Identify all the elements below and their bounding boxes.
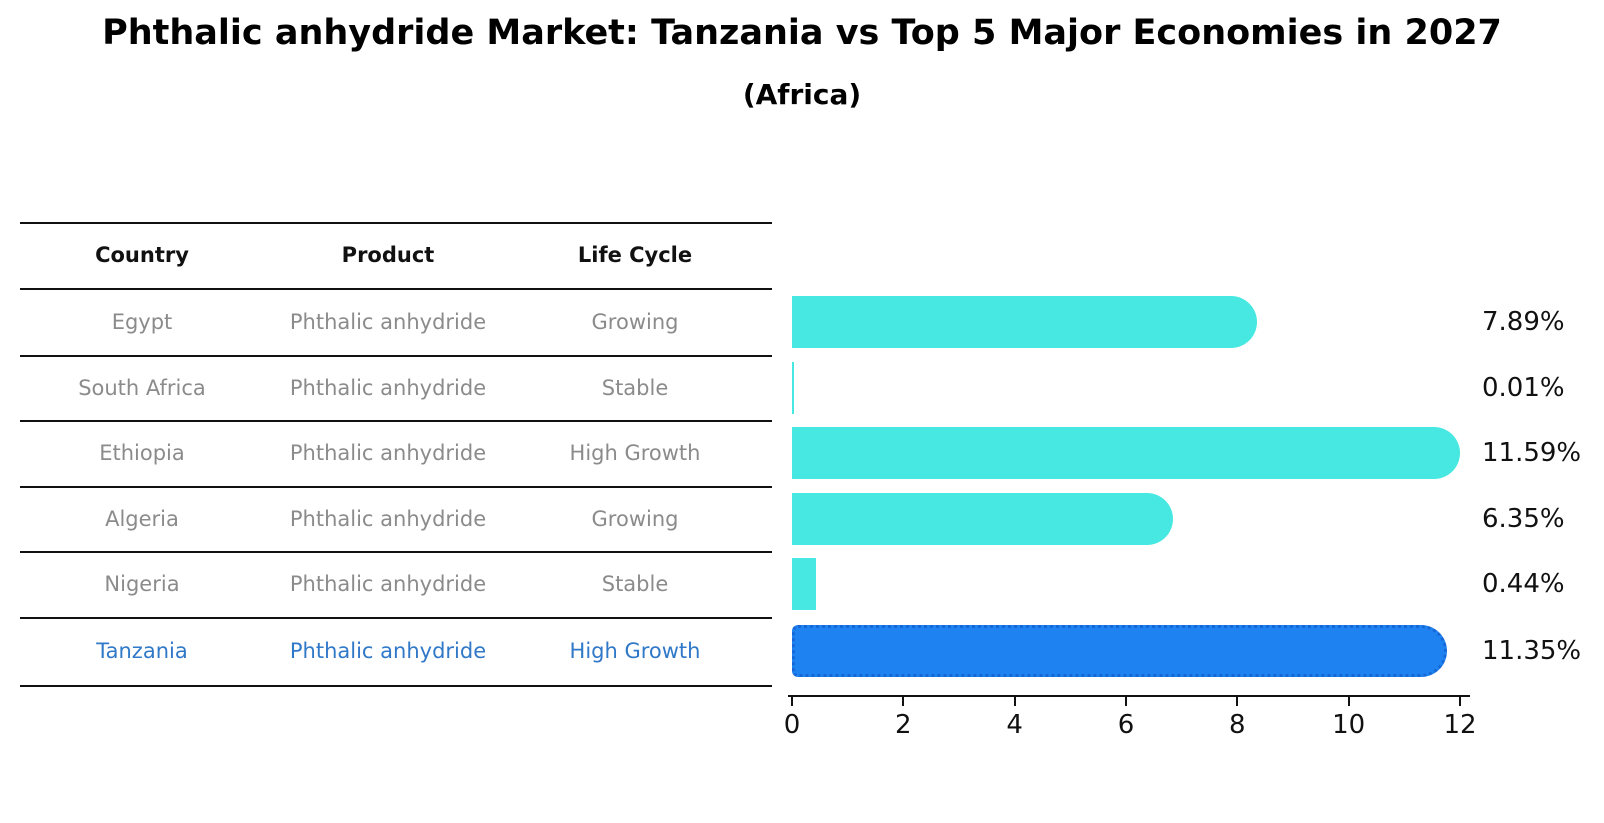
x-tick-label-12: 12	[1443, 710, 1477, 740]
table-cell-country-nigeria: Nigeria	[104, 572, 180, 596]
value-label-nigeria: 0.44%	[1482, 569, 1565, 599]
table-cell-life-cycle-nigeria: Stable	[601, 572, 669, 596]
x-tick-label-4: 4	[1006, 710, 1023, 740]
table-header-country: Country	[95, 243, 189, 267]
x-tick-10	[1347, 695, 1350, 706]
x-tick-8	[1236, 695, 1239, 706]
x-tick-label-6: 6	[1117, 710, 1135, 740]
table-rule-5	[20, 551, 772, 553]
x-tick-2	[902, 695, 905, 706]
table-cell-country-algeria: Algeria	[105, 506, 179, 531]
chart-subtitle: (Africa)	[742, 78, 862, 111]
table-rule-7	[20, 685, 772, 687]
value-label-south-africa: 0.01%	[1482, 372, 1565, 403]
x-axis-spine	[788, 695, 1470, 697]
x-tick-4	[1013, 695, 1016, 706]
table-cell-country-south-africa: South Africa	[78, 375, 206, 400]
table-cell-country-tanzania: Tanzania	[96, 639, 188, 663]
table-rule-1	[20, 288, 772, 290]
bar-south-africa	[792, 361, 794, 414]
x-tick-12	[1459, 695, 1461, 706]
x-tick-label-10: 10	[1332, 710, 1366, 740]
table-cell-product-nigeria: Phthalic anhydride	[289, 572, 487, 596]
chart-title: Phthalic anhydride Market: Tanzania vs T…	[102, 13, 1502, 53]
bar-egypt	[792, 295, 1258, 348]
table-rule-3	[20, 420, 772, 422]
table-cell-life-cycle-south-africa: Stable	[601, 375, 669, 400]
table-rule-4	[20, 486, 772, 488]
table-cell-country-ethiopia: Ethiopia	[99, 441, 185, 465]
bar-nigeria	[792, 558, 817, 610]
bar-ethiopia	[792, 427, 1461, 479]
x-tick-0	[791, 695, 793, 706]
table-cell-country-egypt: Egypt	[111, 309, 173, 334]
bar-algeria	[792, 492, 1173, 545]
x-tick-label-0: 0	[783, 710, 801, 740]
table-cell-life-cycle-algeria: Growing	[591, 506, 679, 531]
bar-tanzania	[792, 625, 1447, 677]
table-cell-life-cycle-ethiopia: High Growth	[569, 441, 701, 465]
table-cell-life-cycle-tanzania: High Growth	[569, 639, 701, 663]
table-rule-2	[20, 355, 772, 357]
value-label-tanzania: 11.35%	[1482, 636, 1582, 666]
value-label-egypt: 7.89%	[1482, 306, 1565, 337]
table-cell-product-tanzania: Phthalic anhydride	[289, 639, 487, 663]
value-label-ethiopia: 11.59%	[1482, 438, 1582, 468]
table-cell-product-south-africa: Phthalic anhydride	[289, 375, 487, 400]
table-cell-life-cycle-egypt: Growing	[591, 309, 679, 334]
x-tick-6	[1125, 695, 1127, 706]
table-cell-product-ethiopia: Phthalic anhydride	[289, 441, 487, 465]
x-tick-label-2: 2	[895, 710, 912, 740]
table-cell-product-egypt: Phthalic anhydride	[289, 309, 487, 334]
value-label-algeria: 6.35%	[1482, 503, 1565, 534]
table-header-life-cycle: Life Cycle	[577, 243, 693, 267]
table-rule-6	[20, 617, 772, 619]
table-rule-0	[20, 222, 772, 224]
table-cell-product-algeria: Phthalic anhydride	[289, 506, 487, 531]
table-header-product: Product	[341, 243, 435, 267]
x-tick-label-8: 8	[1229, 710, 1246, 740]
